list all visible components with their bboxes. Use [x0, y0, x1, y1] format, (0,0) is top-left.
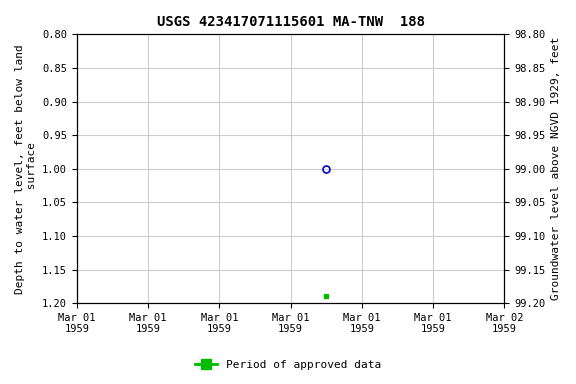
Title: USGS 423417071115601 MA-TNW  188: USGS 423417071115601 MA-TNW 188	[157, 15, 425, 29]
Legend: Period of approved data: Period of approved data	[191, 356, 385, 375]
Y-axis label: Groundwater level above NGVD 1929, feet: Groundwater level above NGVD 1929, feet	[551, 37, 561, 300]
Y-axis label: Depth to water level, feet below land
 surface: Depth to water level, feet below land su…	[15, 44, 37, 294]
